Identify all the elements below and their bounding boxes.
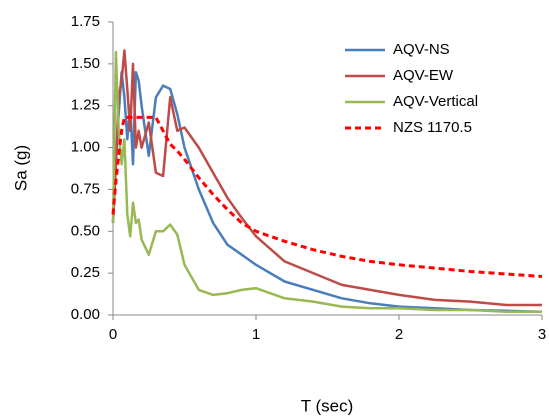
y-tick-label: 0.25 bbox=[71, 264, 100, 281]
y-tick-label: 1.25 bbox=[71, 97, 100, 114]
series-line bbox=[111, 115, 543, 278]
y-axis-title: Sa (g) bbox=[11, 145, 30, 191]
y-tick-label: 1.50 bbox=[71, 55, 100, 72]
y-tick-label: 0.75 bbox=[71, 180, 100, 197]
x-tick-label: 1 bbox=[252, 326, 260, 343]
legend-label: AQV-Vertical bbox=[393, 93, 478, 110]
series-line bbox=[111, 49, 542, 307]
x-tick-label: 0 bbox=[109, 326, 117, 343]
series-line bbox=[111, 70, 543, 313]
y-tick-label: 1.00 bbox=[71, 139, 100, 156]
series-line bbox=[111, 50, 542, 313]
x-axis-title: T (sec) bbox=[301, 396, 354, 415]
y-tick-label: 0.50 bbox=[71, 222, 100, 239]
legend-label: NZS 1170.5 bbox=[393, 119, 472, 136]
legend-label: AQV-NS bbox=[393, 41, 450, 58]
y-tick-label: 1.75 bbox=[71, 13, 100, 30]
legend-label: AQV-EW bbox=[393, 67, 454, 84]
x-tick-label: 2 bbox=[395, 326, 403, 343]
x-tick-label: 3 bbox=[538, 326, 546, 343]
y-tick-label: 0.00 bbox=[71, 306, 100, 323]
